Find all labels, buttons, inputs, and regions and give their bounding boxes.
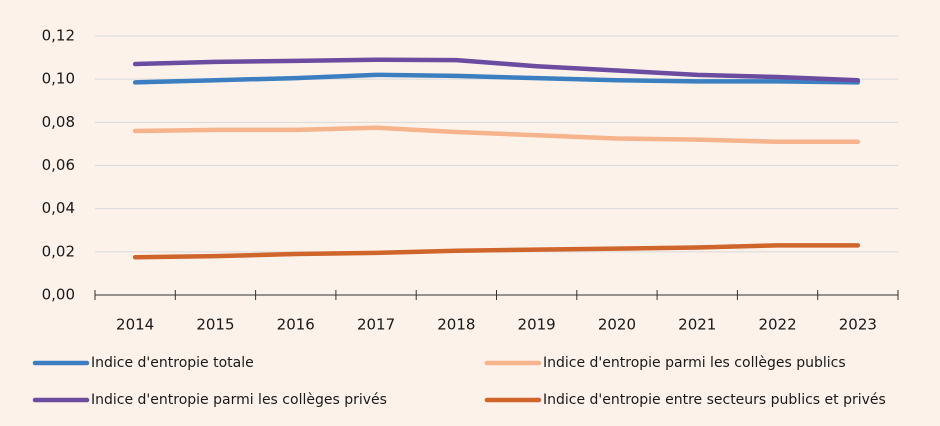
y-tick-label: 0,08 <box>42 113 75 131</box>
series-line <box>132 125 861 145</box>
x-tick-label: 2020 <box>598 316 636 334</box>
y-tick-label: 0,00 <box>42 286 75 304</box>
legend-label: Indice d'entropie parmi les collèges pri… <box>91 392 387 408</box>
x-tick-label: 2015 <box>196 316 234 334</box>
x-tick-label: 2022 <box>758 316 796 334</box>
legend-label: Indice d'entropie parmi les collèges pub… <box>543 355 846 371</box>
y-tick-label: 0,02 <box>42 242 75 260</box>
x-tick-label: 2017 <box>357 316 395 334</box>
x-tick-label: 2019 <box>518 316 556 334</box>
y-tick-label: 0,10 <box>42 70 75 88</box>
legend-label: Indice d'entropie totale <box>91 355 254 371</box>
x-tick-label: 2014 <box>116 316 154 334</box>
x-tick-label: 2021 <box>678 316 716 334</box>
y-tick-label: 0,04 <box>42 199 75 217</box>
y-tick-label: 0,12 <box>42 27 75 45</box>
legend-label: Indice d'entropie entre secteurs publics… <box>543 392 886 408</box>
y-tick-label: 0,06 <box>42 156 75 174</box>
series-line <box>132 72 861 85</box>
series-line <box>132 243 861 260</box>
x-tick-label: 2018 <box>437 316 475 334</box>
x-tick-label: 2023 <box>839 316 877 334</box>
x-tick-label: 2016 <box>277 316 315 334</box>
series-line <box>132 57 861 83</box>
